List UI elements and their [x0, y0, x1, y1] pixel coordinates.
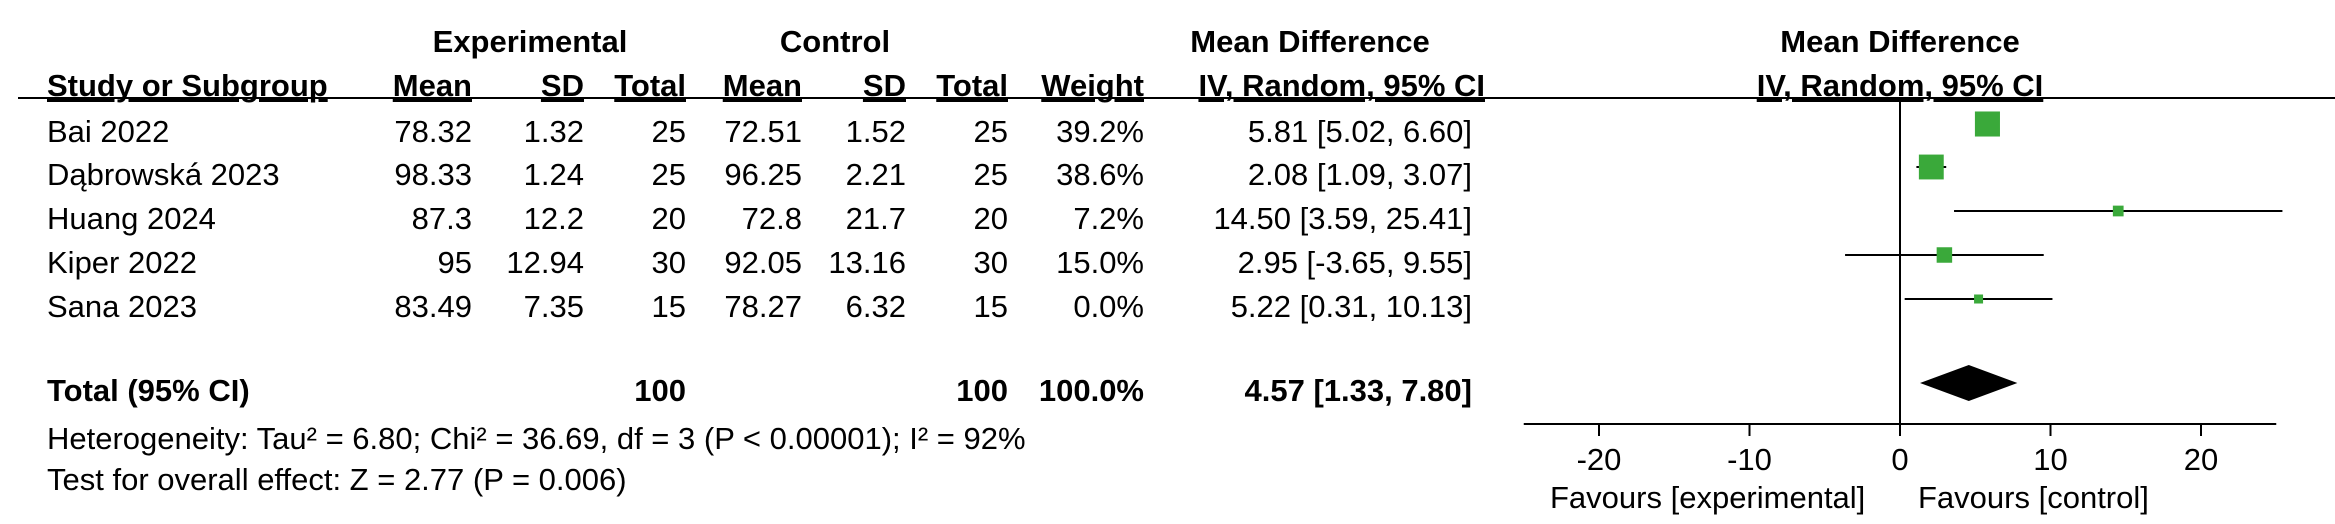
group-control-header: Control [779, 24, 891, 59]
favours-control-label: Favours [control] [1918, 480, 2149, 515]
md-ci: 2.95 [-3.65, 9.55] [1237, 245, 1472, 280]
table-row: Bai 2022 78.32 1.32 25 72.51 1.52 25 39.… [0, 114, 1500, 154]
study-square [1918, 154, 1944, 180]
md-ci: 5.81 [5.02, 6.60] [1247, 114, 1472, 149]
total-c: 15 [973, 289, 1008, 324]
x-tick-label: -10 [1727, 442, 1772, 477]
x-tick-label: -20 [1577, 442, 1622, 477]
study-square [1974, 111, 2000, 137]
x-tick-label: 10 [2033, 442, 2067, 477]
mean-e: 87.3 [411, 201, 472, 236]
sd-e: 12.94 [506, 245, 584, 280]
total-row: Total (95% CI) 100 100 100.0% 4.57 [1.33… [0, 373, 1500, 413]
total-e: 20 [651, 201, 686, 236]
sd-c: 6.32 [845, 289, 906, 324]
mean-c: 72.51 [724, 114, 802, 149]
study-name: Kiper 2022 [47, 245, 197, 280]
total-weight: 100.0% [1038, 373, 1144, 408]
total-label: Total (95% CI) [47, 373, 250, 408]
table-row: Huang 2024 87.3 12.2 20 72.8 21.7 20 7.2… [0, 201, 1500, 241]
total-e-sum: 100 [634, 373, 686, 408]
pooled-diamond [1920, 365, 2018, 401]
heterogeneity-text: Heterogeneity: Tau² = 6.80; Chi² = 36.69… [47, 421, 1026, 456]
mean-c: 96.25 [724, 157, 802, 192]
mean-e: 98.33 [394, 157, 472, 192]
md-ci: 2.08 [1.09, 3.07] [1247, 157, 1472, 192]
total-c: 20 [973, 201, 1008, 236]
forest-marks [1845, 111, 2283, 401]
x-tick-label: 0 [1891, 442, 1908, 477]
x-tick-label: 20 [2184, 442, 2218, 477]
sd-e: 7.35 [523, 289, 584, 324]
mean-c: 78.27 [724, 289, 802, 324]
weight: 38.6% [1056, 157, 1144, 192]
mean-e: 83.49 [394, 289, 472, 324]
md-ci: 5.22 [0.31, 10.13] [1230, 289, 1472, 324]
total-c-sum: 100 [956, 373, 1008, 408]
overall-effect-text: Test for overall effect: Z = 2.77 (P = 0… [47, 462, 627, 497]
study-square [1936, 247, 1953, 263]
header-rule [18, 97, 2335, 99]
sd-c: 21.7 [845, 201, 906, 236]
mean-c: 92.05 [724, 245, 802, 280]
total-e: 25 [651, 157, 686, 192]
table-row: Sana 2023 83.49 7.35 15 78.27 6.32 15 0.… [0, 289, 1500, 329]
total-c: 25 [973, 114, 1008, 149]
table-row: Kiper 2022 95 12.94 30 92.05 13.16 30 15… [0, 245, 1500, 285]
total-e: 25 [651, 114, 686, 149]
study-square [1974, 294, 1984, 304]
sd-e: 1.32 [523, 114, 584, 149]
total-e: 15 [651, 289, 686, 324]
weight: 39.2% [1056, 114, 1144, 149]
md-ci: 14.50 [3.59, 25.41] [1213, 201, 1472, 236]
total-ci: 4.57 [1.33, 7.80] [1244, 373, 1473, 408]
weight: 15.0% [1056, 245, 1144, 280]
mean-e: 95 [437, 245, 472, 280]
total-e: 30 [651, 245, 686, 280]
study-name: Dąbrowská 2023 [47, 157, 280, 192]
sd-e: 1.24 [523, 157, 584, 192]
total-c: 25 [973, 157, 1008, 192]
weight: 0.0% [1073, 289, 1144, 324]
study-name: Bai 2022 [47, 114, 170, 149]
weight: 7.2% [1073, 201, 1144, 236]
study-name: Huang 2024 [47, 201, 216, 236]
mean-c: 72.8 [741, 201, 802, 236]
forest-axis: -20 -10 0 10 20 [1523, 98, 2277, 477]
sd-c: 2.21 [845, 157, 906, 192]
sd-e: 12.2 [523, 201, 584, 236]
table-row: Dąbrowská 2023 98.33 1.24 25 96.25 2.21 … [0, 157, 1500, 197]
sd-c: 13.16 [828, 245, 906, 280]
favours-experimental-label: Favours [experimental] [1550, 480, 1866, 515]
group-experimental-header: Experimental [432, 24, 628, 59]
study-square [2112, 205, 2124, 217]
sd-c: 1.52 [845, 114, 906, 149]
total-c: 30 [973, 245, 1008, 280]
study-name: Sana 2023 [47, 289, 197, 324]
mean-e: 78.32 [394, 114, 472, 149]
plot-title: Mean Difference [1780, 24, 2020, 59]
md-column-title: Mean Difference [1190, 24, 1430, 59]
